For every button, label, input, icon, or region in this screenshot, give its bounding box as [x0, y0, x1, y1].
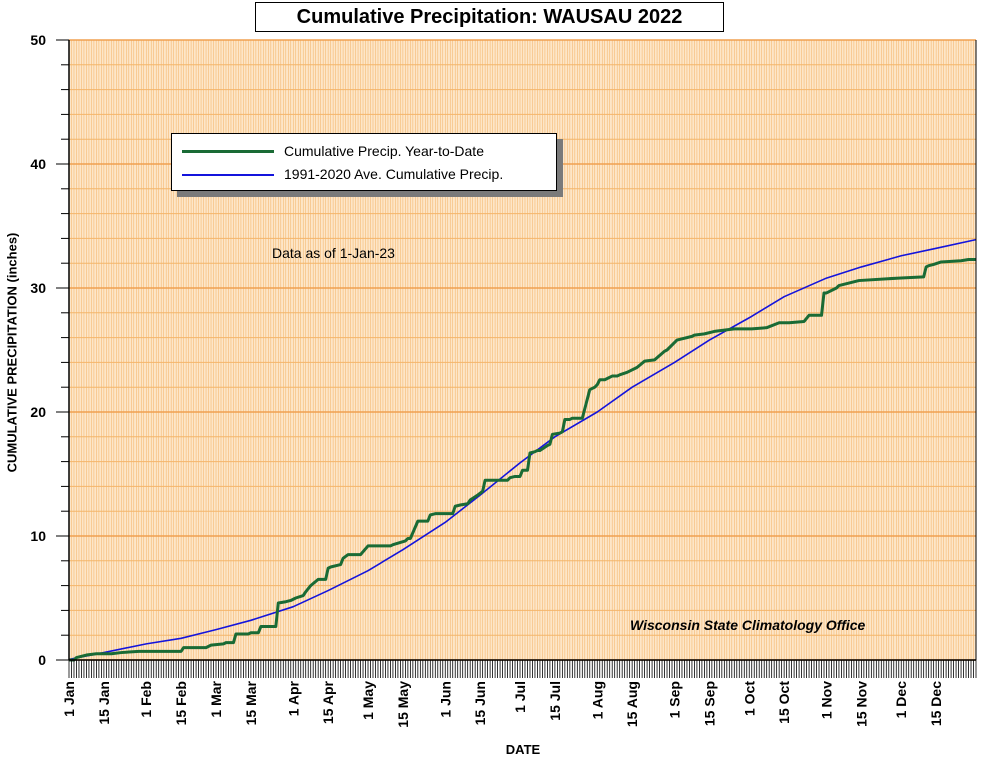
legend-label-average: 1991-2020 Ave. Cumulative Precip. [284, 166, 504, 182]
x-tick-label: 15 Apr [320, 680, 336, 724]
x-tick-label: 1 Jun [437, 681, 453, 718]
legend-swatch-ytd [182, 150, 274, 153]
x-tick-label: 15 Nov [853, 681, 869, 727]
x-tick-label: 15 Oct [776, 681, 792, 724]
horizontal-gridlines [69, 39, 976, 661]
x-tick-label: 1 Mar [208, 680, 224, 717]
x-tick-label: 15 Jan [96, 681, 112, 725]
y-ticks: 0 10 20 30 40 50 [30, 32, 69, 668]
legend-swatch-average [182, 174, 274, 176]
legend-item-average: 1991-2020 Ave. Cumulative Precip. [172, 165, 556, 185]
x-tick-label: 15 Jun [472, 681, 488, 725]
chart-title: Cumulative Precipitation: WAUSAU 2022 [255, 2, 724, 32]
y-tick-label: 0 [38, 652, 46, 668]
x-tick-label: 1 Dec [893, 681, 909, 719]
legend: Cumulative Precip. Year-to-Date 1991-202… [171, 133, 557, 191]
legend-label-ytd: Cumulative Precip. Year-to-Date [284, 143, 484, 159]
x-tick-label: 15 Feb [173, 681, 189, 725]
x-ticks: 1 Jan 15 Jan 1 Feb 15 Feb 1 Mar 15 Mar 1 Apr 15… [61, 660, 977, 728]
y-tick-label: 30 [30, 280, 46, 296]
y-tick-label: 20 [30, 404, 46, 420]
x-tick-label: 1 Feb [138, 681, 154, 718]
x-tick-label: 1 Jul [512, 681, 528, 713]
x-tick-label: 1 Apr [285, 680, 301, 716]
x-tick-label: 1 Nov [818, 681, 834, 719]
data-date-note: Data as of 1-Jan-23 [272, 245, 395, 261]
y-tick-label: 40 [30, 156, 46, 172]
x-tick-label: 15 Aug [624, 681, 640, 727]
x-axis-title: DATE [505, 742, 541, 757]
series-line-average [68, 238, 977, 661]
legend-item-ytd: Cumulative Precip. Year-to-Date [172, 142, 556, 162]
credit-text: Wisconsin State Climatology Office [630, 617, 866, 633]
y-axis-title: CUMULATIVE PRECIPITATION (inches) [4, 232, 20, 473]
x-tick-label: 1 Oct [741, 681, 757, 716]
x-tick-label: 15 Mar [243, 680, 259, 725]
x-tick-label: 1 May [360, 681, 376, 720]
x-tick-label: 15 Jul [547, 681, 563, 721]
x-tick-label: 1 Jan [61, 681, 77, 717]
series-line-ytd [69, 257, 976, 662]
x-tick-label: 1 Sep [666, 681, 682, 718]
x-tick-label: 15 Dec [928, 681, 944, 726]
x-tick-label: 15 Sep [701, 681, 717, 726]
x-tick-label: 1 Aug [589, 681, 605, 719]
x-tick-label: 15 May [395, 681, 411, 728]
y-tick-label: 50 [30, 32, 46, 48]
series-lines [68, 238, 977, 662]
y-tick-label: 10 [30, 528, 46, 544]
